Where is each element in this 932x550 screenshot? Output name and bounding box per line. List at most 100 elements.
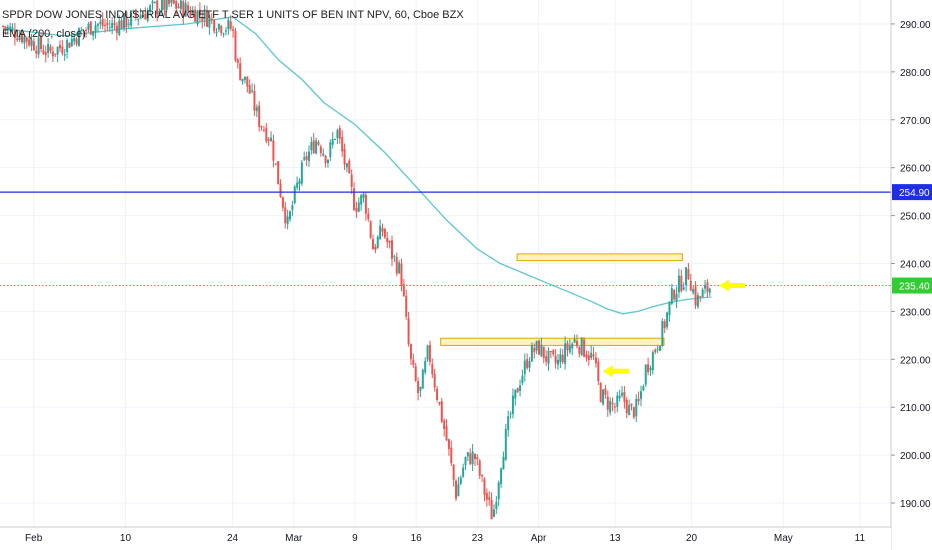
candle-body xyxy=(440,401,443,422)
candle-body xyxy=(51,51,54,57)
candle-body xyxy=(198,9,201,16)
candle-body xyxy=(243,76,246,80)
candle-body xyxy=(455,480,458,499)
candle-body xyxy=(158,10,161,15)
candle-body xyxy=(18,35,21,41)
candle-body xyxy=(362,193,365,198)
annotation-arrows[interactable] xyxy=(602,279,746,378)
candle-body xyxy=(229,21,232,29)
candle-body xyxy=(566,343,569,351)
price-axis[interactable]: 290.00 280.00 270.00 260.00 250.00 240.00 230.… xyxy=(891,20,931,510)
candle-body xyxy=(331,139,334,145)
candle-body xyxy=(132,10,135,13)
candle-body xyxy=(30,39,33,46)
candle-body xyxy=(134,11,137,17)
candle-body xyxy=(184,3,187,17)
time-axis[interactable]: Feb 10 24 Mar 9 16 23 Apr 13 20 May 11 xyxy=(25,533,865,544)
candle-body xyxy=(635,399,638,417)
candle-body xyxy=(217,23,220,30)
time-tick-label: 23 xyxy=(472,533,484,544)
candle-body xyxy=(616,395,619,407)
lower-zone[interactable] xyxy=(440,337,665,346)
candle-body xyxy=(289,211,292,220)
candle-body xyxy=(104,24,107,26)
candle-body xyxy=(25,37,28,42)
candle-body xyxy=(177,6,180,9)
candle-body xyxy=(485,492,488,500)
candle-body xyxy=(23,36,26,44)
candle-body xyxy=(459,477,462,485)
candle-body xyxy=(466,452,469,457)
candle-body xyxy=(353,188,356,210)
time-tick-label: 16 xyxy=(411,533,423,544)
horizontal-lines-layer[interactable] xyxy=(0,191,891,287)
candle-body xyxy=(545,356,548,362)
candle-body xyxy=(575,340,578,347)
candle-body xyxy=(345,163,348,168)
candle-body xyxy=(272,140,275,161)
candle-body xyxy=(160,0,163,11)
candle-body xyxy=(163,0,166,11)
candle-body xyxy=(336,130,339,139)
candle-body xyxy=(367,213,370,220)
candle-body xyxy=(191,9,194,15)
time-tick-label: 9 xyxy=(352,533,358,544)
candle-body xyxy=(364,194,367,214)
candle-body xyxy=(44,52,47,56)
ema-line-layer xyxy=(3,16,712,315)
candle-body xyxy=(42,50,45,54)
price-axis-bg xyxy=(891,0,932,550)
candle-body xyxy=(516,388,519,393)
candle-body xyxy=(542,346,545,359)
price-tick-label: 200.00 xyxy=(900,451,931,462)
candle-body xyxy=(355,207,358,212)
candle-body xyxy=(497,482,500,500)
candle-body xyxy=(606,396,609,410)
candle-body xyxy=(651,352,654,371)
candle-body xyxy=(265,127,268,142)
candle-body xyxy=(388,241,391,243)
candle-body xyxy=(639,391,642,399)
upper-zone[interactable] xyxy=(516,253,683,262)
candle-body xyxy=(170,0,173,3)
resistance-line-badge xyxy=(892,184,932,201)
candle-body xyxy=(602,389,605,405)
candle-body xyxy=(175,1,178,9)
indicator-label[interactable]: EMA (200, close) xyxy=(2,28,86,40)
candle-body xyxy=(438,401,441,404)
candle-body xyxy=(692,289,695,293)
candle-body xyxy=(32,41,35,51)
candle-body xyxy=(469,453,472,465)
candle-body xyxy=(300,162,303,184)
candle-body xyxy=(315,140,318,154)
candle-body xyxy=(436,388,439,400)
candle-body xyxy=(609,400,612,413)
candle-body xyxy=(49,46,52,51)
candle-body xyxy=(428,344,431,362)
candle-body xyxy=(564,343,567,364)
highlight-zones[interactable] xyxy=(440,253,683,346)
candle-body xyxy=(168,0,171,5)
price-tick-label: 230.00 xyxy=(900,307,931,318)
candle-body xyxy=(322,153,325,156)
candle-body xyxy=(310,142,313,151)
candle-body xyxy=(421,369,424,389)
arrow-current[interactable] xyxy=(719,279,746,292)
candle-body xyxy=(11,27,14,29)
candle-body xyxy=(201,17,204,21)
candle-body xyxy=(443,420,446,430)
candle-body xyxy=(77,28,80,47)
candle-body xyxy=(196,10,199,25)
candle-body xyxy=(56,46,59,55)
current-price-line-label: 235.40 xyxy=(899,282,930,293)
candle-body xyxy=(63,54,66,56)
candle-body xyxy=(535,341,538,351)
candle-body xyxy=(583,339,586,357)
candle-body xyxy=(179,0,182,9)
candle-body xyxy=(549,351,552,353)
candle-body xyxy=(568,345,571,353)
candle-body xyxy=(372,239,375,250)
candle-body xyxy=(552,350,555,355)
arrow-lower[interactable] xyxy=(602,365,629,378)
